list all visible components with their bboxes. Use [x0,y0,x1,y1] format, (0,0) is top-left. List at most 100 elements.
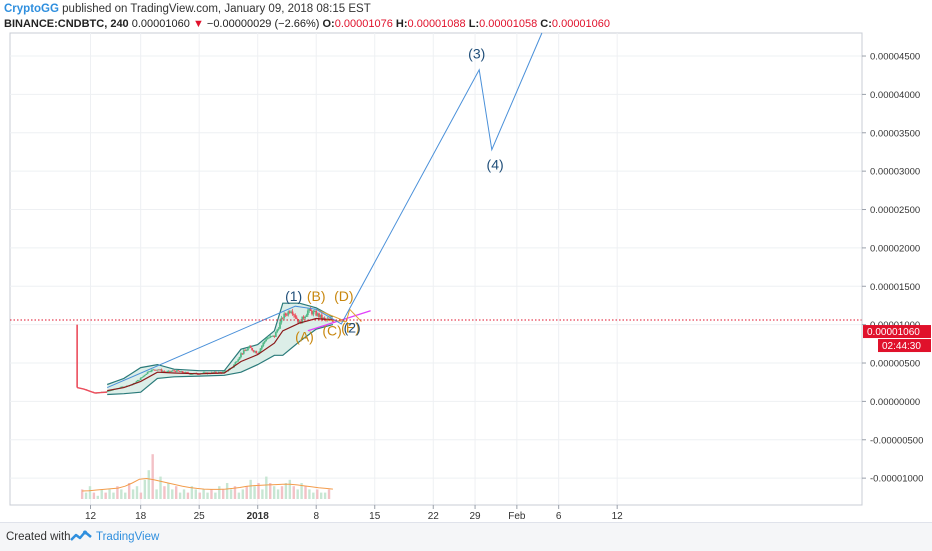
candle-body [109,390,111,392]
volume-bar [194,489,197,499]
candle-body [212,372,215,374]
volume-bar [296,489,299,499]
candle-body [185,372,188,373]
candle-body [319,314,322,318]
volume-bar [206,492,209,499]
published-text: published on TradingView.com, January 09… [62,3,371,15]
open-label: O: [322,18,335,30]
candle-body [180,371,182,372]
symbol-label: BINANCE:CNDBTC, 240 [4,18,129,30]
x-tick-label: 18 [135,511,147,522]
x-tick-label: 15 [369,511,381,522]
volume-bar [225,483,229,499]
candle-body [251,347,254,351]
volume-bar [272,486,276,499]
volume-bar [202,489,205,499]
candle-body [312,311,315,315]
tradingview-brand-link[interactable]: TradingView [96,531,160,543]
x-tick-label: 29 [469,511,481,522]
volume-bar [218,486,221,499]
candle-body [213,371,216,373]
tradingview-logo-icon[interactable] [70,530,92,544]
candle-body [173,370,175,372]
candle-body [323,317,326,320]
wave-label: (E) [341,319,360,335]
price-chart[interactable]: (1) (B) (D) (A) (C) (E)(2) (3) (4) -0.00001000 -0… [0,0,932,522]
candle-body [170,371,173,372]
volume-bar [139,492,143,499]
volume-bar [120,489,123,499]
candle-body [280,317,283,323]
bollinger-lower-line [107,324,334,396]
candle-body [329,318,332,320]
symbol-legend: BINANCE:CNDBTC, 240 0.00001060 ▼ −0.0000… [4,18,610,30]
candle-body [309,308,312,311]
volume-bar [308,489,311,499]
wave-label: (A) [295,329,314,345]
candle-body [166,371,169,373]
y-tick-label: -0.00001000 [870,474,923,485]
candle-body [160,369,163,372]
volume-bar [190,486,194,499]
candle-body [306,310,309,316]
volume-bar [104,492,107,499]
candle-body [313,310,316,312]
volume-bar [288,479,292,499]
candle-body [267,337,270,339]
y-tick-label: 0.00004500 [870,52,920,63]
candle-body [256,353,259,355]
candle-body [138,379,141,381]
candle-body [163,371,166,373]
candle-body [316,313,319,316]
close-value: 0.00001060 [551,18,611,30]
candle-body [238,357,241,360]
candle-body [121,386,124,388]
volume-bar [284,483,288,499]
candle-body [286,314,288,316]
elliott-wave-projection[interactable] [107,32,543,389]
candle-body [191,373,194,375]
candle-body [150,369,153,372]
candle-body [177,370,180,372]
volume-bar [163,486,166,499]
candle-body [283,313,286,319]
candle-body [142,375,145,378]
publish-info: CryptoGG published on TradingView.com, J… [4,3,371,15]
price-tag-box [863,325,931,339]
candle-body [175,370,178,372]
volume-bar [147,470,150,499]
candle-body [136,379,139,382]
candle-body [260,345,263,349]
candle-body [240,353,242,358]
volume-bar [269,483,272,499]
candle-body [304,316,306,319]
candle-body [237,359,240,362]
volume-bar [167,483,170,499]
candle-body [139,377,142,380]
candle-body [224,370,227,372]
candle-body [294,315,297,318]
candle-body [259,348,262,352]
volume-bar [257,483,260,499]
candle-body [263,341,266,343]
candle-body [171,370,174,372]
publisher-name[interactable]: CryptoGG [4,3,59,15]
candle-body [167,370,170,372]
candle-body [320,314,323,319]
volume-bar [327,489,331,499]
candle-body [215,371,217,373]
candle-body [249,346,252,348]
volume-bar [96,495,100,499]
volume-bar [182,489,186,499]
volume-bar [174,486,178,499]
volume-bar [249,479,252,499]
candle-body [157,369,160,371]
volume-bar [178,492,182,499]
candle-body [291,311,294,315]
candle-body [293,314,295,316]
plot-area[interactable] [9,32,863,506]
open-value: 0.00001076 [334,18,393,30]
volume-bar [319,492,323,499]
wave-label: (4) [487,157,504,173]
candle-body [284,313,287,315]
